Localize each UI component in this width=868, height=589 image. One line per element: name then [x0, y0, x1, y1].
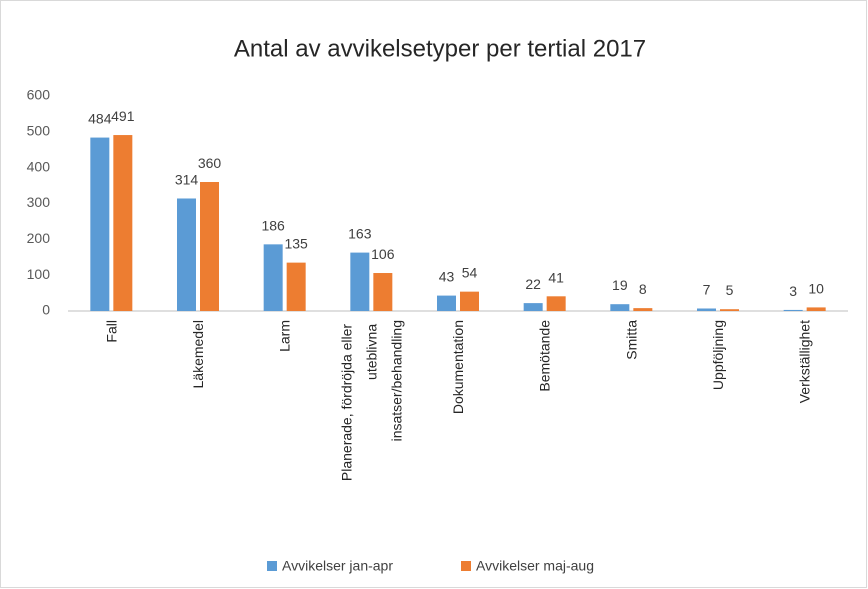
- y-tick-label: 200: [27, 230, 51, 246]
- value-label: 3: [789, 283, 797, 299]
- value-label: 135: [284, 236, 308, 252]
- legend-label: Avvikelser maj-aug: [476, 558, 594, 574]
- value-label: 314: [175, 171, 199, 187]
- x-tick-label: Dokumentation: [450, 320, 466, 414]
- x-tick-label: Fall: [103, 320, 119, 343]
- value-label: 41: [548, 269, 564, 285]
- bar: [263, 244, 283, 311]
- y-tick-label: 300: [27, 194, 51, 210]
- value-label: 163: [348, 226, 372, 242]
- chart-title: Antal av avvikelsetyper per tertial 2017: [234, 35, 646, 62]
- value-label: 186: [261, 217, 285, 233]
- bar: [200, 182, 219, 311]
- value-label: 360: [198, 155, 222, 171]
- bar: [177, 198, 196, 311]
- bar: [806, 307, 826, 311]
- value-label: 22: [525, 276, 541, 292]
- bar: [373, 273, 393, 311]
- bar: [610, 304, 630, 311]
- x-tick-label: Planerade, fördröjda eller uteblivna ins…: [338, 320, 404, 481]
- y-tick-label: 0: [42, 302, 50, 318]
- x-tick-label: Larm: [277, 320, 293, 352]
- bar: [697, 308, 716, 311]
- value-label: 106: [371, 246, 395, 262]
- y-tick-label: 500: [27, 123, 51, 139]
- legend-label: Avvikelser jan-apr: [282, 558, 393, 574]
- bar: [546, 296, 566, 311]
- value-label: 484: [88, 111, 112, 127]
- legend-swatch: [267, 561, 277, 571]
- bar: [460, 291, 479, 311]
- bar: [720, 309, 739, 311]
- y-tick-label: 600: [27, 87, 51, 103]
- bar: [437, 295, 456, 311]
- value-label: 7: [703, 281, 711, 297]
- x-tick-label: Smitta: [623, 320, 639, 360]
- y-tick-label: 400: [27, 158, 51, 174]
- bar: [286, 262, 306, 311]
- y-tick-label: 100: [27, 266, 51, 282]
- bar: [113, 135, 133, 311]
- bar: [523, 303, 543, 311]
- value-label: 19: [612, 277, 628, 293]
- bar: [633, 308, 653, 311]
- value-label: 43: [439, 269, 455, 285]
- x-tick-label: Uppföljning: [710, 320, 726, 390]
- legend-swatch: [461, 561, 471, 571]
- bar: [90, 137, 110, 311]
- value-label: 5: [726, 282, 734, 298]
- value-label: 8: [639, 281, 647, 297]
- value-label: 10: [808, 280, 824, 296]
- x-tick-label: Bemötande: [537, 320, 553, 392]
- value-label: 491: [111, 108, 135, 124]
- value-label: 54: [462, 265, 478, 281]
- x-tick-label: Verkställighet: [797, 320, 813, 403]
- x-tick-label: Läkemedel: [190, 320, 206, 389]
- bar: [783, 309, 803, 311]
- bar: [350, 252, 370, 311]
